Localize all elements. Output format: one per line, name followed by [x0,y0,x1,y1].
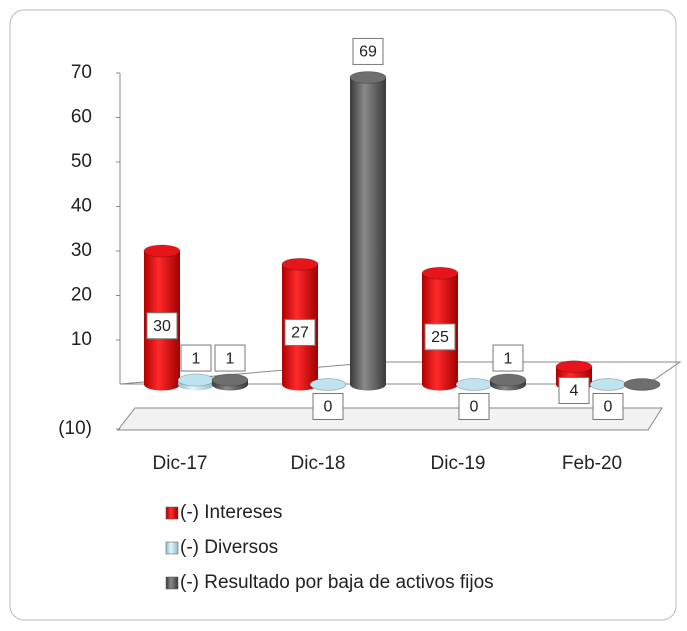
floor [116,407,663,431]
y-tick-label: 10 [71,329,92,350]
x-tick-label: Dic-17 [153,453,208,474]
data-label: 0 [458,393,490,420]
data-label-box [284,318,316,346]
legend-swatch [165,541,179,555]
data-label-text: 1 [504,350,513,367]
y-tick-label: 40 [71,196,92,217]
bar-top [589,378,627,391]
bar-top [349,70,387,84]
data-label: 0 [312,393,344,420]
bar [350,77,386,385]
data-label: 0 [592,393,624,420]
data-label-box [558,377,590,404]
data-label-text: 69 [359,44,377,61]
y-tick-label: 70 [71,62,92,83]
data-label: 1 [492,344,524,372]
legend-swatch [165,576,179,590]
data-label-box [458,393,490,420]
data-label: 25 [424,323,456,351]
data-label-box [312,393,344,420]
y-tick-label: 50 [71,151,92,172]
bar-base [144,378,180,391]
x-tick-label: Dic-18 [291,453,346,474]
bar-top [555,360,593,374]
bar-top [143,244,181,258]
data-label-box [424,323,456,351]
data-label-text: 1 [192,350,201,367]
data-label: 30 [146,312,178,340]
data-label-box [592,393,624,420]
y-tick-label: 20 [71,285,92,306]
data-label-box [180,344,212,372]
data-label: 4 [558,377,590,404]
bar-top [211,373,249,387]
bar-top [489,373,527,387]
data-label-box [352,37,384,65]
bar-top [177,373,215,387]
data-label-box [492,344,524,372]
y-tick-label: 30 [71,240,92,261]
data-label-text: 0 [604,399,613,416]
data-label-text: 4 [570,383,579,400]
data-label-text: 0 [470,399,479,416]
bar-top [623,378,661,391]
bar-base [282,378,318,391]
data-label-text: 1 [226,350,235,367]
bar-top [421,266,459,280]
bar-base [422,378,458,391]
bar-top [455,378,493,391]
bar-top [281,257,319,271]
data-label-box [146,312,178,340]
x-tick-label: Dic-19 [431,453,486,474]
legend-label: (-) Diversos [180,537,278,558]
bar-top [309,378,347,391]
x-tick-label: Feb-20 [562,453,622,474]
data-label-text: 27 [291,325,309,342]
data-label: 1 [214,344,246,372]
data-label-box [214,344,246,372]
legend-label: (-) Intereses [180,502,282,523]
y-tick-label: 60 [71,107,92,128]
data-label-text: 30 [153,318,171,335]
data-label-text: 0 [324,399,333,416]
legend-label: (-) Resultado por baja de activos fijos [180,572,494,593]
data-label-text: 25 [431,329,449,346]
chart-frame [9,9,677,621]
bar-base [350,378,386,391]
data-label: 27 [284,318,316,346]
data-label: 69 [352,37,384,65]
y-tick-label: (10) [58,418,92,439]
data-label: 1 [180,344,212,372]
legend-swatch [165,506,179,520]
